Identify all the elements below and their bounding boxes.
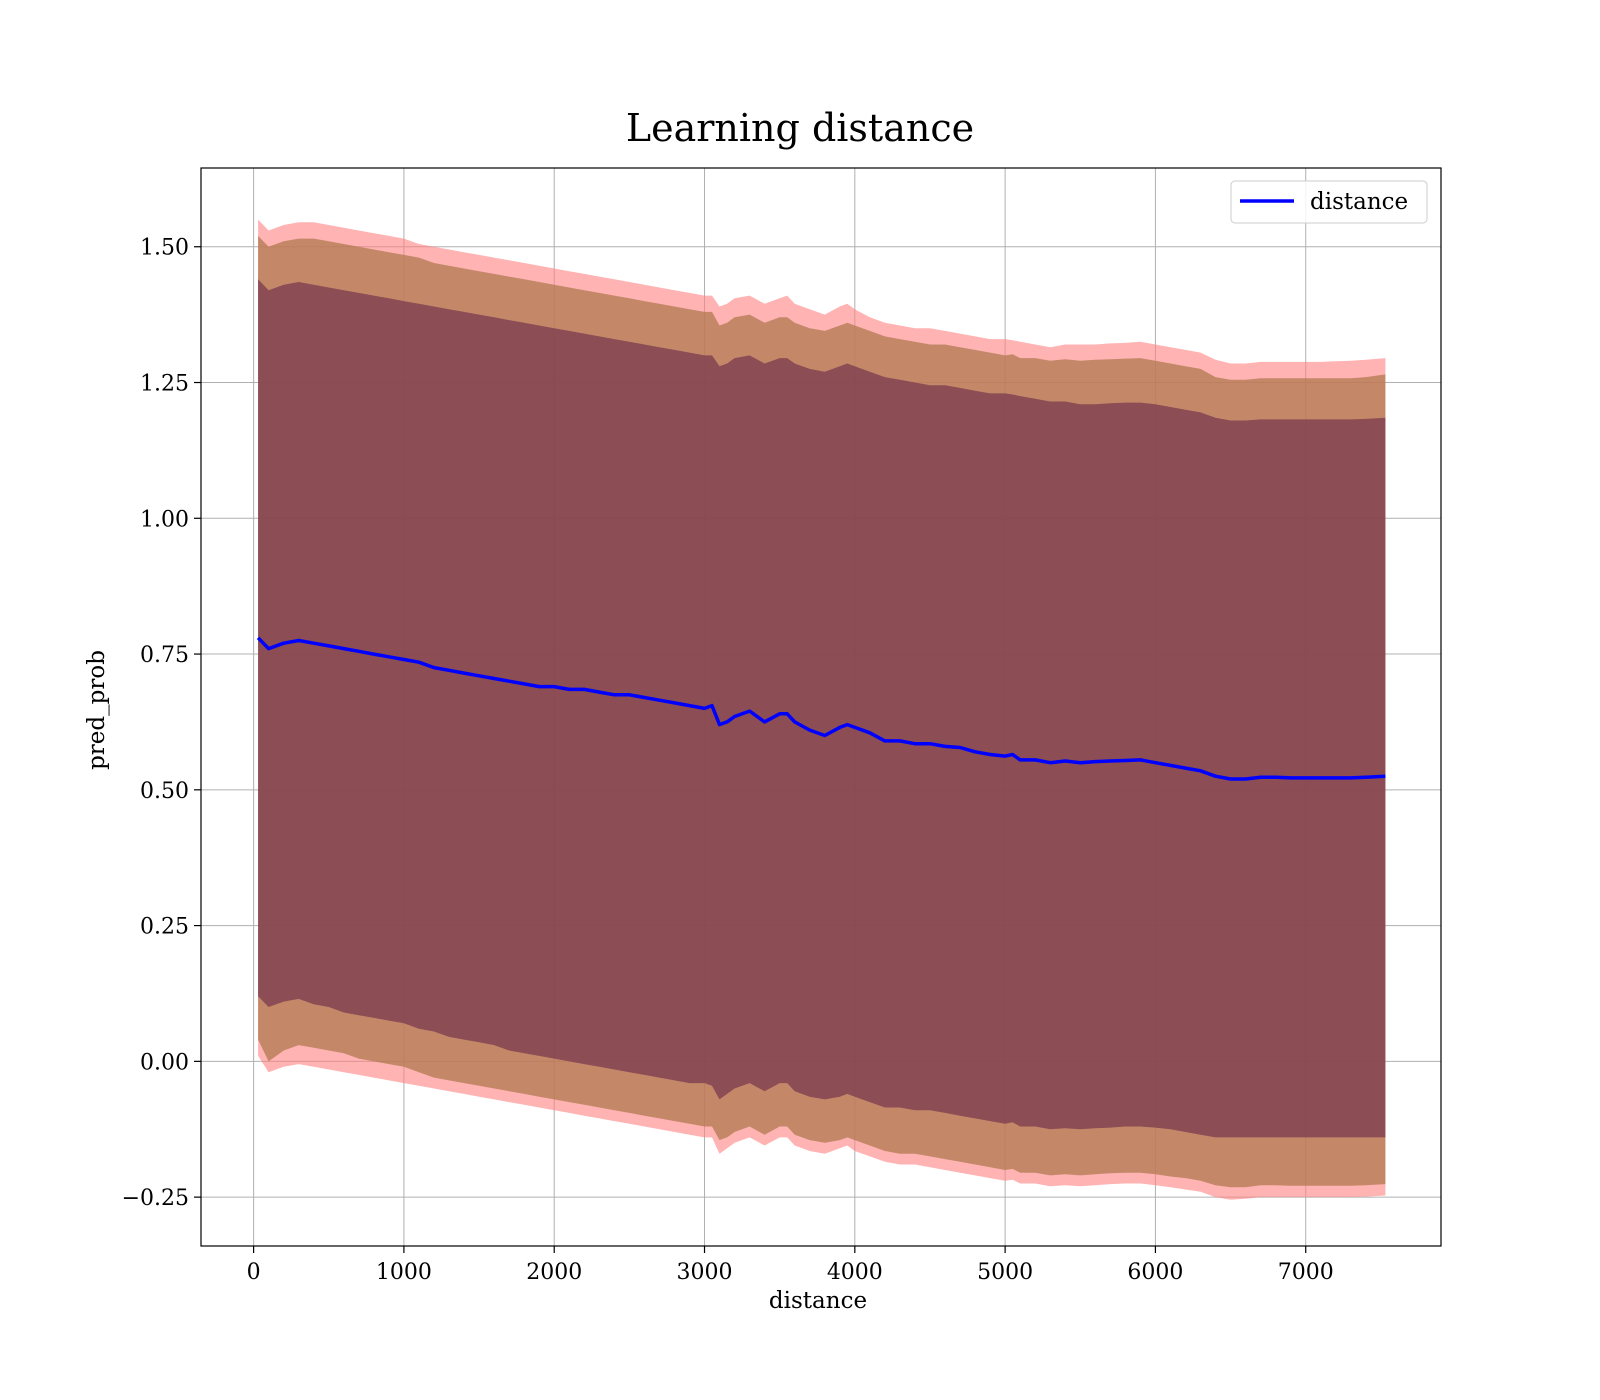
series-line-distance [256, 636, 1386, 781]
x-tick-label: 5000 [977, 1260, 1033, 1285]
x-tick-label: 1000 [376, 1260, 432, 1285]
plot-area: 0 1000 2000 3000 4000 5000 6000 7000 −0.25 0.00 0.… [122, 167, 1442, 1285]
y-tick-label: 0.00 [140, 1050, 189, 1075]
y-tick-label: 0.50 [140, 779, 189, 804]
x-tick-label: 2000 [526, 1260, 582, 1285]
y-tick-label: −0.25 [122, 1186, 189, 1211]
axes-frame [200, 167, 1442, 1247]
y-tick-label: 1.25 [140, 372, 189, 397]
y-tick-label: 0.75 [140, 643, 189, 668]
legend: distance [1230, 180, 1428, 224]
legend-label-distance: distance [1310, 189, 1408, 215]
legend-box [1230, 180, 1428, 224]
y-tick-label: 1.50 [140, 236, 189, 261]
x-tick-label: 0 [247, 1260, 261, 1285]
band-inner [258, 279, 1386, 1138]
x-tick-label: 4000 [827, 1260, 883, 1285]
y-axis-label: pred_prob [84, 650, 110, 770]
y-tick-label: 0.25 [140, 915, 189, 940]
y-tick-label: 1.00 [140, 507, 189, 532]
x-tick-label: 3000 [677, 1260, 733, 1285]
x-tick-label: 6000 [1127, 1260, 1183, 1285]
chart-title: Learning distance [626, 106, 974, 150]
x-axis-label: distance [769, 1288, 867, 1314]
x-tick-label: 7000 [1278, 1260, 1334, 1285]
